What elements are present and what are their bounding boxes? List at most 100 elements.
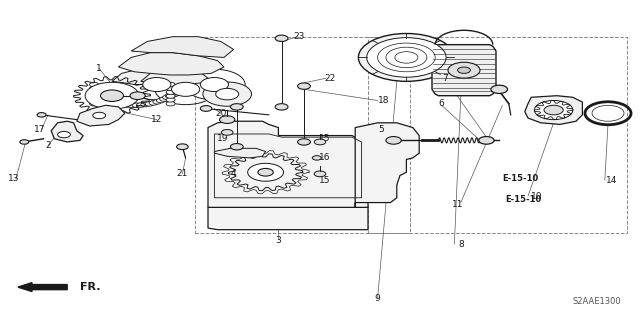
Circle shape (165, 93, 174, 98)
Circle shape (166, 98, 175, 102)
Text: S2AAE1300: S2AAE1300 (572, 297, 621, 306)
Polygon shape (525, 96, 582, 124)
Text: 14: 14 (605, 176, 617, 185)
Circle shape (130, 92, 145, 100)
Text: 15: 15 (319, 134, 331, 143)
Circle shape (143, 78, 171, 92)
Circle shape (37, 113, 46, 117)
Text: 15: 15 (319, 176, 331, 185)
Circle shape (91, 89, 100, 94)
Circle shape (128, 103, 137, 108)
Text: FR.: FR. (80, 282, 100, 292)
Circle shape (124, 103, 132, 107)
Circle shape (95, 93, 104, 98)
Circle shape (479, 137, 494, 144)
Circle shape (200, 78, 228, 92)
Bar (195, 37, 410, 233)
Circle shape (367, 38, 446, 77)
Circle shape (166, 82, 175, 87)
Text: 6: 6 (439, 99, 444, 108)
Circle shape (149, 101, 158, 105)
Circle shape (20, 140, 29, 144)
Circle shape (534, 100, 573, 120)
Text: 4: 4 (231, 169, 236, 178)
Text: 20: 20 (215, 109, 227, 118)
Circle shape (203, 82, 252, 106)
Text: 23: 23 (294, 32, 305, 41)
Circle shape (153, 100, 162, 104)
Bar (368, 37, 627, 233)
Polygon shape (214, 148, 266, 158)
Circle shape (90, 82, 99, 87)
Polygon shape (432, 45, 496, 96)
Circle shape (544, 105, 563, 115)
Polygon shape (51, 121, 83, 142)
Circle shape (314, 139, 326, 145)
Circle shape (166, 101, 175, 106)
Circle shape (90, 94, 99, 98)
Text: 17: 17 (34, 125, 45, 134)
Circle shape (275, 104, 288, 110)
Polygon shape (112, 69, 179, 85)
Text: 16: 16 (319, 153, 331, 162)
Text: 2: 2 (45, 141, 51, 150)
Polygon shape (208, 121, 368, 207)
Text: 21: 21 (177, 169, 188, 178)
Circle shape (458, 67, 470, 73)
Circle shape (386, 137, 401, 144)
Circle shape (298, 83, 310, 89)
Text: 18: 18 (378, 96, 390, 105)
Text: 8: 8 (458, 240, 463, 249)
Circle shape (100, 97, 109, 101)
Circle shape (221, 130, 233, 135)
Circle shape (156, 98, 165, 103)
Circle shape (132, 103, 141, 108)
Circle shape (90, 86, 99, 91)
Text: E-15-10: E-15-10 (506, 195, 542, 204)
Circle shape (85, 82, 139, 109)
Circle shape (111, 101, 120, 105)
Text: 13: 13 (8, 174, 20, 183)
Circle shape (136, 103, 145, 107)
Circle shape (159, 97, 168, 101)
Circle shape (200, 106, 212, 111)
Circle shape (177, 144, 188, 150)
Circle shape (166, 90, 175, 94)
Text: 10: 10 (531, 192, 542, 201)
Text: 19: 19 (217, 134, 228, 143)
Circle shape (166, 86, 175, 91)
Circle shape (312, 156, 321, 160)
Circle shape (115, 102, 124, 106)
Text: 11: 11 (452, 200, 463, 209)
Circle shape (58, 131, 70, 138)
Circle shape (216, 88, 239, 100)
Circle shape (275, 35, 288, 41)
Text: 1: 1 (97, 64, 102, 73)
Text: 7: 7 (442, 74, 447, 83)
Text: 12: 12 (151, 115, 163, 124)
Circle shape (90, 101, 99, 106)
Circle shape (119, 102, 128, 107)
Circle shape (258, 168, 273, 176)
Circle shape (448, 62, 480, 78)
Circle shape (167, 92, 176, 96)
Circle shape (145, 102, 154, 106)
Polygon shape (118, 53, 224, 75)
Circle shape (93, 92, 102, 96)
Circle shape (90, 98, 99, 102)
Circle shape (298, 139, 310, 145)
Circle shape (491, 85, 508, 93)
Circle shape (230, 104, 243, 110)
Circle shape (163, 95, 172, 100)
Circle shape (220, 116, 235, 123)
Polygon shape (141, 69, 208, 85)
Polygon shape (208, 207, 368, 230)
Circle shape (93, 112, 106, 119)
Circle shape (141, 102, 150, 107)
Text: 9: 9 (375, 294, 380, 303)
Circle shape (90, 90, 99, 94)
Polygon shape (131, 37, 234, 57)
Circle shape (97, 95, 106, 100)
Circle shape (100, 90, 124, 101)
Text: 3: 3 (276, 236, 281, 245)
